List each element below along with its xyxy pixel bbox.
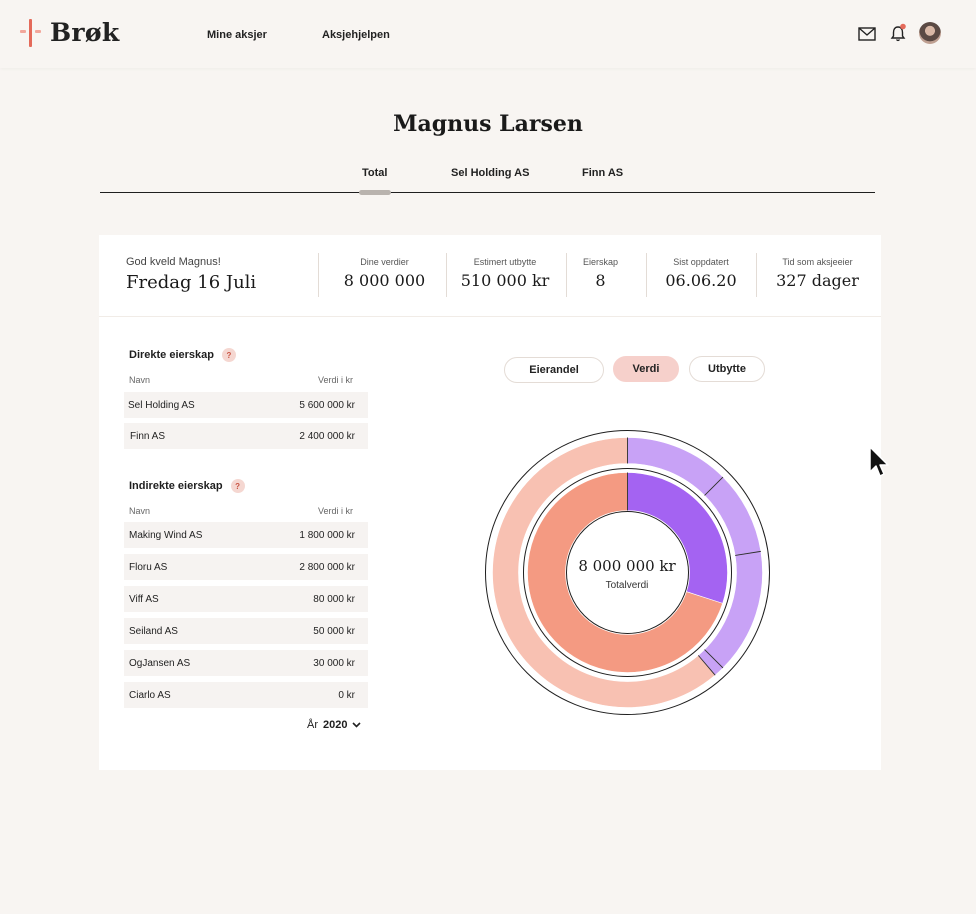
tab-bar: Total Sel Holding AS Finn AS: [100, 167, 875, 193]
brand-name: Brøk: [50, 18, 120, 47]
divider: [318, 253, 319, 297]
table-row[interactable]: Making Wind AS 1 800 000 kr: [124, 522, 368, 548]
stat-label: Eierskap: [582, 257, 618, 267]
divider: [446, 253, 447, 297]
stat-values: Dine verdier 8 000 000: [326, 257, 443, 290]
avatar[interactable]: [919, 22, 941, 44]
overview-card: God kveld Magnus! Fredag 16 Juli Dine ve…: [99, 235, 881, 770]
row-name: Seiland AS: [129, 625, 178, 637]
donut-inner-border: [523, 468, 732, 677]
segment-divider: [735, 550, 761, 556]
row-value: 0 kr: [338, 689, 355, 701]
table-row[interactable]: OgJansen AS 30 000 kr: [124, 650, 368, 676]
section-title-text: Indirekte eierskap: [129, 480, 223, 492]
help-icon[interactable]: ?: [230, 479, 245, 493]
mouse-cursor-icon: [869, 446, 889, 477]
toggle-verdi[interactable]: Verdi: [613, 356, 679, 382]
stat-label: Estimert utbytte: [473, 257, 537, 267]
stat-value: 510 000 kr: [460, 271, 550, 290]
table-row[interactable]: Ciarlo AS 0 kr: [124, 682, 368, 708]
brand-logo[interactable]: Brøk: [20, 18, 120, 47]
segment-divider: [704, 476, 724, 496]
row-value: 5 600 000 kr: [299, 399, 355, 411]
tab-total[interactable]: Total: [362, 167, 388, 179]
segment-divider: [704, 649, 724, 669]
summary-row: God kveld Magnus! Fredag 16 Juli Dine ve…: [99, 235, 881, 317]
row-value: 2 400 000 kr: [299, 430, 355, 442]
column-header-value: Verdi i kr: [318, 506, 354, 516]
bell-icon[interactable]: [890, 23, 907, 43]
greeting: God kveld Magnus!: [126, 256, 221, 268]
column-header-name: Navn: [129, 375, 151, 385]
donut-outer-border: [485, 430, 770, 715]
toggle-eierandel[interactable]: Eierandel: [504, 357, 604, 383]
donut-center: [566, 511, 689, 634]
nav-aksjehjelpen[interactable]: Aksjehjelpen: [322, 29, 390, 41]
inner-ring-segment[interactable]: [627, 472, 728, 604]
outer-ring-segment[interactable]: [492, 437, 716, 708]
row-value: 80 000 kr: [313, 593, 355, 605]
row-value: 30 000 kr: [313, 657, 355, 669]
table-row[interactable]: Seiland AS 50 000 kr: [124, 618, 368, 644]
row-name: Making Wind AS: [129, 529, 203, 541]
inner-ring-segment[interactable]: [527, 472, 723, 673]
page-title: Magnus Larsen: [393, 111, 583, 137]
year-value: 2020: [323, 719, 348, 731]
stat-value: 8 000 000: [343, 271, 426, 290]
stat-value: 8: [595, 271, 606, 290]
mail-icon[interactable]: [858, 27, 876, 41]
table-row[interactable]: Finn AS 2 400 000 kr: [124, 423, 368, 449]
row-name: Floru AS: [129, 561, 168, 573]
row-name: Viff AS: [129, 593, 159, 605]
table-row[interactable]: Sel Holding AS 5 600 000 kr: [124, 392, 368, 418]
row-value: 50 000 kr: [313, 625, 355, 637]
stat-ownership: Eierskap 8: [573, 257, 628, 290]
section-title-text: Direkte eierskap: [129, 349, 214, 361]
row-name: Sel Holding AS: [128, 399, 195, 411]
table-row[interactable]: Floru AS 2 800 000 kr: [124, 554, 368, 580]
row-name: OgJansen AS: [129, 657, 191, 669]
divider: [756, 253, 757, 297]
help-icon[interactable]: ?: [222, 348, 236, 362]
year-label: År: [307, 719, 318, 731]
toggle-utbytte[interactable]: Utbytte: [689, 356, 765, 382]
indirect-ownership-title: Indirekte eierskap ?: [129, 479, 245, 493]
row-value: 2 800 000 kr: [299, 561, 355, 573]
divider: [646, 253, 647, 297]
active-tab-indicator: [359, 190, 391, 195]
stat-tenure: Tid som aksjeeier 327 dager: [765, 257, 870, 290]
stat-label: Dine verdier: [360, 257, 409, 267]
divider: [566, 253, 567, 297]
chart-total-label: Totalverdi: [605, 580, 649, 591]
column-header-value: Verdi i kr: [318, 375, 354, 385]
direct-ownership-title: Direkte eierskap ?: [129, 348, 236, 362]
stat-dividend: Estimert utbytte 510 000 kr: [450, 257, 560, 290]
row-value: 1 800 000 kr: [299, 529, 355, 541]
current-date: Fredag 16 Juli: [126, 272, 257, 293]
value-donut-chart: [485, 430, 770, 715]
nav-mine-aksjer[interactable]: Mine aksjer: [207, 29, 267, 41]
stat-value: 06.06.20: [665, 271, 737, 290]
tab-sel-holding[interactable]: Sel Holding AS: [451, 167, 530, 179]
chart-total-value: 8 000 000 kr: [578, 557, 676, 575]
chevron-down-icon: [352, 722, 362, 728]
row-name: Ciarlo AS: [129, 689, 171, 701]
top-bar: Brøk Mine aksjer Aksjehjelpen: [0, 0, 976, 68]
tab-finn[interactable]: Finn AS: [582, 167, 624, 179]
logo-icon: [20, 18, 41, 47]
row-name: Finn AS: [130, 430, 166, 442]
stat-value: 327 dager: [776, 271, 859, 290]
stat-label: Tid som aksjeeier: [782, 257, 853, 267]
stat-updated: Sist oppdatert 06.06.20: [651, 257, 751, 290]
year-selector[interactable]: År 2020: [307, 719, 362, 731]
segment-divider: [697, 655, 716, 676]
table-row[interactable]: Viff AS 80 000 kr: [124, 586, 368, 612]
column-header-name: Navn: [129, 506, 151, 516]
stat-label: Sist oppdatert: [673, 257, 729, 267]
